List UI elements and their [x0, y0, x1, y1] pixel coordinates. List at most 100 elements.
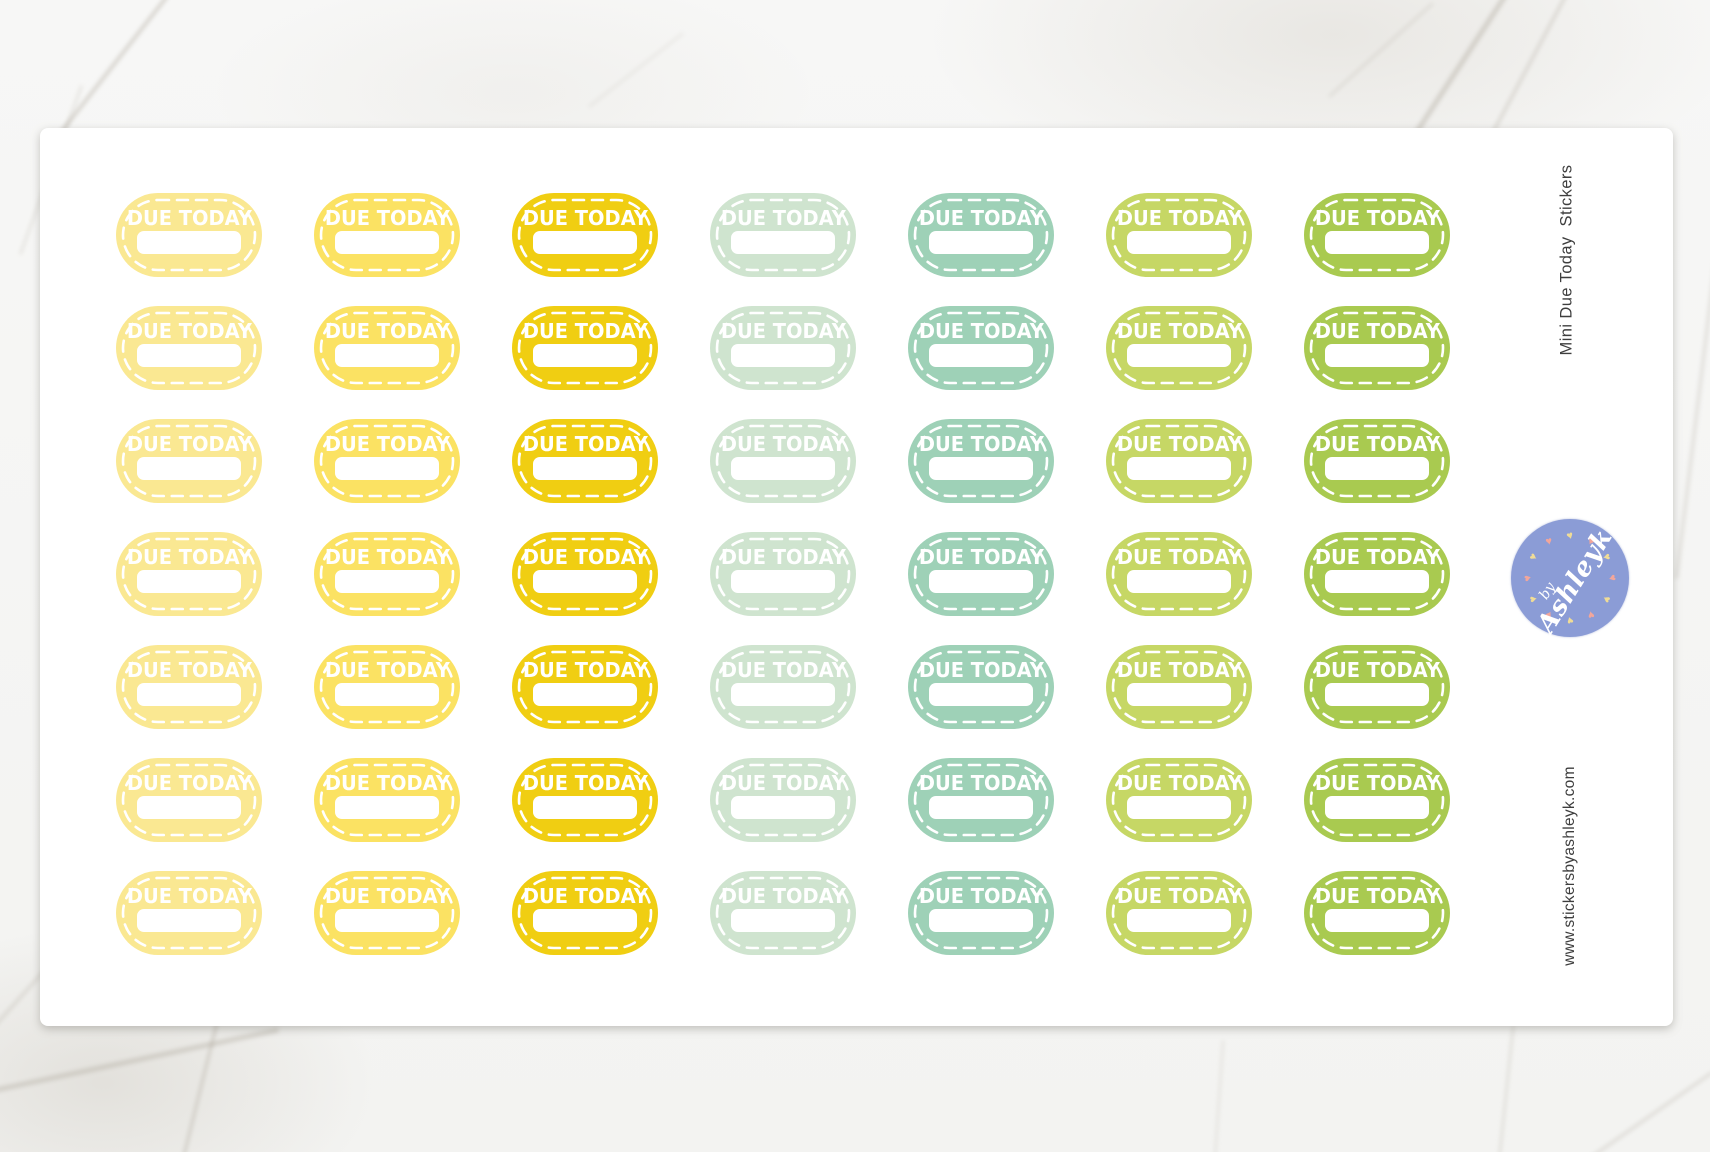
due-today-sticker-pale-mint: DUE TODAY [710, 870, 856, 955]
sticker-label: DUE TODAY [324, 657, 450, 682]
stitch-border-icon [913, 424, 1049, 497]
sticker-blank-box [137, 230, 241, 254]
sticker-label: DUE TODAY [918, 431, 1044, 456]
sticker-label: DUE TODAY [918, 318, 1044, 343]
sticker-blank-box [137, 795, 241, 819]
sticker-label: DUE TODAY [324, 431, 450, 456]
stitch-border-icon [319, 650, 455, 723]
due-today-sticker-pale-yellow: DUE TODAY [116, 531, 262, 616]
sticker-blank-box [1325, 795, 1429, 819]
due-today-sticker-golden-yellow: DUE TODAY [512, 192, 658, 277]
sticker-blank-box [335, 795, 439, 819]
sticker-blank-box [137, 343, 241, 367]
sticker-blank-box [1325, 682, 1429, 706]
stitch-border-icon [1309, 311, 1445, 384]
sticker-label: DUE TODAY [522, 883, 648, 908]
sticker-label: DUE TODAY [1314, 205, 1440, 230]
sticker-label: DUE TODAY [126, 770, 252, 795]
stitch-border-icon [913, 876, 1049, 949]
due-today-sticker-pale-mint: DUE TODAY [710, 418, 856, 503]
sticker-blank-box [1127, 908, 1231, 932]
sticker-label: DUE TODAY [720, 544, 846, 569]
sticker-blank-box [929, 343, 1033, 367]
stitch-border-icon [121, 876, 257, 949]
stitch-border-icon [517, 424, 653, 497]
due-today-sticker-golden-yellow: DUE TODAY [512, 870, 658, 955]
sticker-label: DUE TODAY [1116, 544, 1242, 569]
website-url-vertical: www.stickersbyashleyk.com [1561, 766, 1578, 966]
marble-vein [1497, 1025, 1515, 1152]
due-today-sticker-yellow: DUE TODAY [314, 418, 460, 503]
stitch-border-icon [913, 650, 1049, 723]
due-today-sticker-golden-yellow: DUE TODAY [512, 644, 658, 729]
sticker-label: DUE TODAY [126, 318, 252, 343]
due-today-sticker-golden-yellow: DUE TODAY [512, 531, 658, 616]
stitch-border-icon [1309, 763, 1445, 836]
sticker-label: DUE TODAY [126, 544, 252, 569]
stitch-border-icon [1309, 537, 1445, 610]
stitch-border-icon [715, 763, 851, 836]
stitch-border-icon [1309, 424, 1445, 497]
sticker-blank-box [1127, 569, 1231, 593]
due-today-sticker-lime-green: DUE TODAY [1106, 418, 1252, 503]
stitch-border-icon [715, 876, 851, 949]
stitch-border-icon [715, 537, 851, 610]
sticker-label: DUE TODAY [720, 770, 846, 795]
due-today-sticker-pale-yellow: DUE TODAY [116, 305, 262, 390]
sticker-label: DUE TODAY [1314, 657, 1440, 682]
due-today-sticker-seafoam-teal: DUE TODAY [908, 531, 1054, 616]
due-today-sticker-seafoam-teal: DUE TODAY [908, 192, 1054, 277]
marble-vein [1328, 2, 1434, 98]
stitch-border-icon [715, 650, 851, 723]
sticker-label: DUE TODAY [918, 205, 1044, 230]
stitch-border-icon [517, 537, 653, 610]
stitch-border-icon [715, 311, 851, 384]
stitch-border-icon [1309, 198, 1445, 271]
sticker-blank-box [731, 230, 835, 254]
sticker-grid: DUE TODAY DUE TODAY DUE TODAY DUE TODAY DUE … [90, 178, 1476, 969]
sticker-blank-box [731, 795, 835, 819]
due-today-sticker-golden-yellow: DUE TODAY [512, 418, 658, 503]
sticker-blank-box [137, 682, 241, 706]
sticker-label: DUE TODAY [126, 657, 252, 682]
sticker-label: DUE TODAY [1314, 318, 1440, 343]
sticker-label: DUE TODAY [324, 544, 450, 569]
stitch-border-icon [913, 311, 1049, 384]
sticker-blank-box [335, 456, 439, 480]
due-today-sticker-golden-yellow: DUE TODAY [512, 305, 658, 390]
stitch-border-icon [1111, 311, 1247, 384]
stitch-border-icon [1111, 198, 1247, 271]
stitch-border-icon [319, 198, 455, 271]
sticker-label: DUE TODAY [126, 205, 252, 230]
sticker-blank-box [1127, 456, 1231, 480]
sticker-sheet: DUE TODAY DUE TODAY DUE TODAY DUE TODAY DUE … [40, 128, 1673, 1026]
marble-vein [1674, 251, 1710, 579]
stitch-border-icon [913, 537, 1049, 610]
due-today-sticker-yellow: DUE TODAY [314, 870, 460, 955]
sticker-blank-box [533, 230, 637, 254]
sticker-blank-box [533, 682, 637, 706]
sticker-blank-box [335, 908, 439, 932]
stitch-border-icon [517, 876, 653, 949]
due-today-sticker-olive-green: DUE TODAY [1304, 870, 1450, 955]
sticker-label: DUE TODAY [1116, 318, 1242, 343]
due-today-sticker-olive-green: DUE TODAY [1304, 418, 1450, 503]
sticker-label: DUE TODAY [522, 205, 648, 230]
sticker-blank-box [929, 569, 1033, 593]
sticker-blank-box [1325, 456, 1429, 480]
sticker-label: DUE TODAY [720, 205, 846, 230]
due-today-sticker-lime-green: DUE TODAY [1106, 192, 1252, 277]
due-today-sticker-olive-green: DUE TODAY [1304, 757, 1450, 842]
marble-vein [1483, 0, 1580, 149]
sticker-label: DUE TODAY [1314, 544, 1440, 569]
due-today-sticker-lime-green: DUE TODAY [1106, 531, 1252, 616]
sticker-label: DUE TODAY [720, 657, 846, 682]
due-today-sticker-olive-green: DUE TODAY [1304, 192, 1450, 277]
sticker-label: DUE TODAY [522, 657, 648, 682]
stitch-border-icon [121, 311, 257, 384]
stitch-border-icon [121, 650, 257, 723]
sticker-blank-box [1127, 682, 1231, 706]
marble-vein [1589, 1070, 1710, 1152]
stitch-border-icon [121, 424, 257, 497]
